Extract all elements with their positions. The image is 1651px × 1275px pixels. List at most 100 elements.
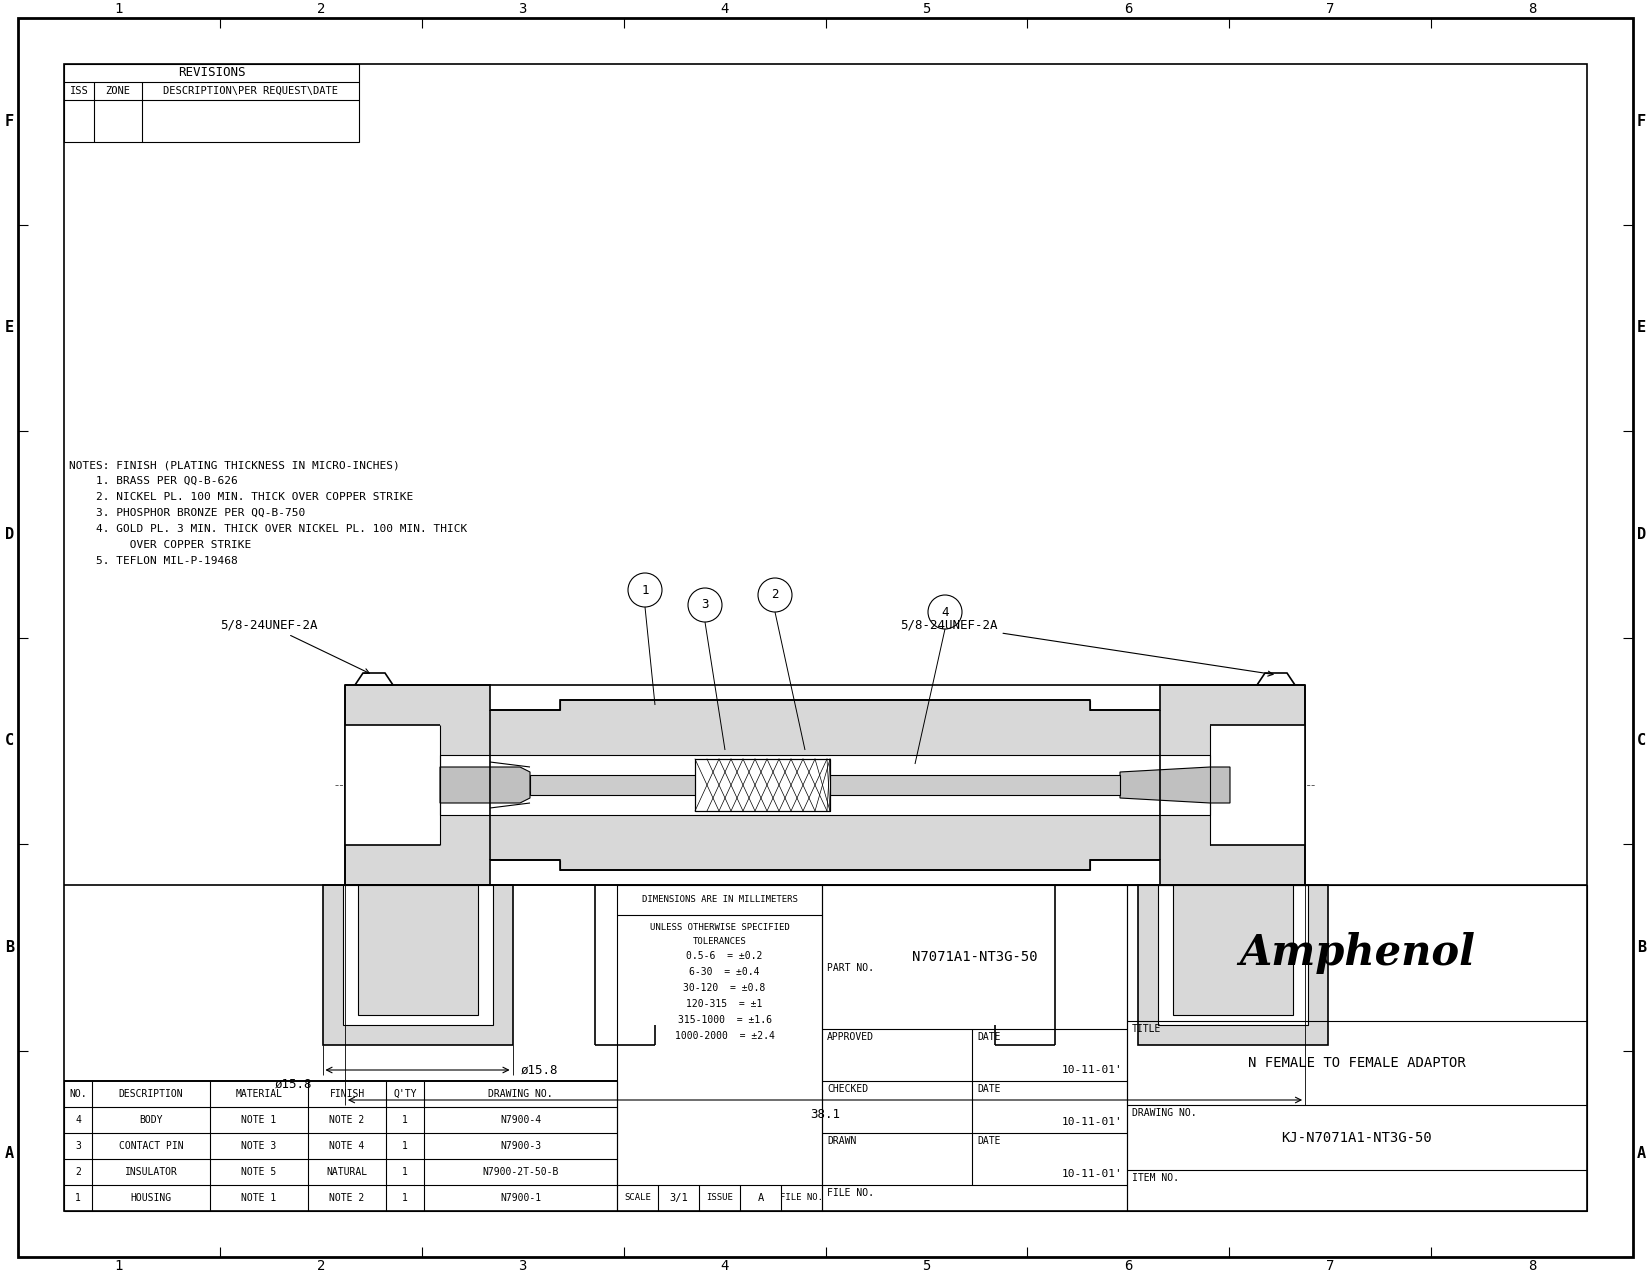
- Text: 0.5-6  = ±0.2: 0.5-6 = ±0.2: [687, 951, 763, 961]
- Bar: [1157, 885, 1308, 1025]
- Text: NOTE 4: NOTE 4: [330, 1141, 365, 1151]
- Text: 10-11-01': 10-11-01': [1062, 1065, 1123, 1075]
- Bar: [358, 885, 477, 1015]
- Text: NATURAL: NATURAL: [327, 1167, 368, 1177]
- Text: 4. GOLD PL. 3 MIN. THICK OVER NICKEL PL. 100 MIN. THICK: 4. GOLD PL. 3 MIN. THICK OVER NICKEL PL.…: [69, 524, 467, 534]
- Text: N FEMALE TO FEMALE ADAPTOR: N FEMALE TO FEMALE ADAPTOR: [1248, 1056, 1466, 1070]
- Text: DRAWN: DRAWN: [827, 1136, 857, 1146]
- Text: 5. TEFLON MIL-P-19468: 5. TEFLON MIL-P-19468: [69, 556, 238, 566]
- Text: 3/1: 3/1: [669, 1193, 688, 1204]
- Text: 6-30  = ±0.4: 6-30 = ±0.4: [688, 966, 759, 977]
- Text: NOTES: FINISH (PLATING THICKNESS IN MICRO-INCHES): NOTES: FINISH (PLATING THICKNESS IN MICR…: [69, 460, 400, 470]
- Polygon shape: [1119, 768, 1230, 803]
- Text: 5/8-24UNEF-2A: 5/8-24UNEF-2A: [900, 618, 1273, 676]
- Polygon shape: [1256, 885, 1294, 898]
- Text: N7900-2T-50-B: N7900-2T-50-B: [482, 1167, 558, 1177]
- Text: NOTE 1: NOTE 1: [241, 1116, 277, 1125]
- Polygon shape: [441, 768, 530, 803]
- Text: 1: 1: [116, 1258, 124, 1272]
- Text: 1: 1: [116, 3, 124, 17]
- Text: 7: 7: [1326, 3, 1334, 17]
- Text: C: C: [5, 733, 13, 748]
- Text: 8: 8: [1527, 1258, 1535, 1272]
- Text: 5/8-24UNEF-2A: 5/8-24UNEF-2A: [220, 618, 370, 673]
- Bar: [441, 755, 1210, 815]
- Text: B: B: [5, 940, 13, 955]
- Text: DRAWING NO.: DRAWING NO.: [489, 1089, 553, 1099]
- Text: ø15.8: ø15.8: [520, 1063, 558, 1076]
- Bar: [64, 64, 1587, 1211]
- Text: 2: 2: [317, 3, 325, 17]
- Text: BODY: BODY: [139, 1116, 163, 1125]
- Bar: [322, 885, 512, 1046]
- Text: DESCRIPTION: DESCRIPTION: [119, 1089, 183, 1099]
- Text: 2: 2: [771, 589, 779, 602]
- Text: CHECKED: CHECKED: [827, 1084, 868, 1094]
- Text: DIMENSIONS ARE IN MILLIMETERS: DIMENSIONS ARE IN MILLIMETERS: [642, 895, 797, 904]
- Text: E: E: [5, 320, 13, 335]
- Text: 3: 3: [518, 1258, 527, 1272]
- Text: 3: 3: [702, 598, 708, 612]
- Text: 120-315  = ±1: 120-315 = ±1: [687, 1000, 763, 1009]
- Text: DRAWING NO.: DRAWING NO.: [1133, 1108, 1197, 1118]
- Text: 1: 1: [403, 1141, 408, 1151]
- Text: MATERIAL: MATERIAL: [236, 1089, 282, 1099]
- Text: ISSUE: ISSUE: [707, 1193, 733, 1202]
- Text: ZONE: ZONE: [106, 85, 130, 96]
- Text: NOTE 2: NOTE 2: [330, 1193, 365, 1204]
- Text: 1: 1: [403, 1167, 408, 1177]
- Text: NOTE 5: NOTE 5: [241, 1167, 277, 1177]
- Bar: [345, 725, 441, 845]
- Text: A: A: [1638, 1146, 1646, 1162]
- Text: APPROVED: APPROVED: [827, 1031, 873, 1042]
- Text: 3. PHOSPHOR BRONZE PER QQ-B-750: 3. PHOSPHOR BRONZE PER QQ-B-750: [69, 507, 305, 518]
- Text: OVER COPPER STRIKE: OVER COPPER STRIKE: [69, 541, 251, 550]
- Text: 4: 4: [941, 606, 949, 618]
- Bar: [822, 885, 1128, 1211]
- Text: C: C: [1638, 733, 1646, 748]
- Text: NOTE 1: NOTE 1: [241, 1193, 277, 1204]
- Text: 4: 4: [720, 3, 728, 17]
- Text: HOUSING: HOUSING: [130, 1193, 172, 1204]
- Bar: [530, 775, 1119, 796]
- Text: 1: 1: [641, 584, 649, 597]
- Text: FINISH: FINISH: [330, 1089, 365, 1099]
- Polygon shape: [355, 673, 393, 685]
- Text: 315-1000  = ±1.6: 315-1000 = ±1.6: [677, 1015, 771, 1025]
- Text: DATE: DATE: [977, 1084, 1001, 1094]
- Text: DATE: DATE: [977, 1136, 1001, 1146]
- Text: Q'TY: Q'TY: [393, 1089, 416, 1099]
- Text: REVISIONS: REVISIONS: [178, 66, 246, 79]
- Text: E: E: [1638, 320, 1646, 335]
- Text: ø15.8: ø15.8: [276, 1077, 312, 1090]
- Text: 6: 6: [1124, 1258, 1133, 1272]
- Text: 1: 1: [403, 1193, 408, 1204]
- Bar: [695, 759, 830, 811]
- Bar: [1128, 885, 1587, 1211]
- Text: PART NO.: PART NO.: [827, 963, 873, 973]
- Text: 10-11-01': 10-11-01': [1062, 1169, 1123, 1179]
- Polygon shape: [1256, 673, 1294, 685]
- Text: 1. BRASS PER QQ-B-626: 1. BRASS PER QQ-B-626: [69, 476, 238, 486]
- Polygon shape: [345, 685, 1304, 885]
- Text: SCALE: SCALE: [624, 1193, 650, 1202]
- Text: FILE NO.: FILE NO.: [779, 1193, 822, 1202]
- Text: 4: 4: [720, 1258, 728, 1272]
- Text: DESCRIPTION\PER REQUEST\DATE: DESCRIPTION\PER REQUEST\DATE: [163, 85, 338, 96]
- Text: N7900-4: N7900-4: [500, 1116, 542, 1125]
- Text: ISS: ISS: [69, 85, 89, 96]
- Text: CONTACT PIN: CONTACT PIN: [119, 1141, 183, 1151]
- Text: 6: 6: [1124, 3, 1133, 17]
- Text: ITEM NO.: ITEM NO.: [1133, 1173, 1179, 1183]
- Text: 38.1: 38.1: [811, 1108, 840, 1121]
- Text: D: D: [5, 527, 13, 542]
- Text: 4: 4: [74, 1116, 81, 1125]
- Bar: [617, 885, 822, 1211]
- Bar: [695, 759, 830, 811]
- Bar: [1210, 725, 1304, 845]
- Text: INSULATOR: INSULATOR: [124, 1167, 177, 1177]
- Text: TITLE: TITLE: [1133, 1024, 1161, 1034]
- Text: N7900-1: N7900-1: [500, 1193, 542, 1204]
- Text: A: A: [5, 1146, 13, 1162]
- Text: KJ-N7071A1-NT3G-50: KJ-N7071A1-NT3G-50: [1281, 1131, 1433, 1145]
